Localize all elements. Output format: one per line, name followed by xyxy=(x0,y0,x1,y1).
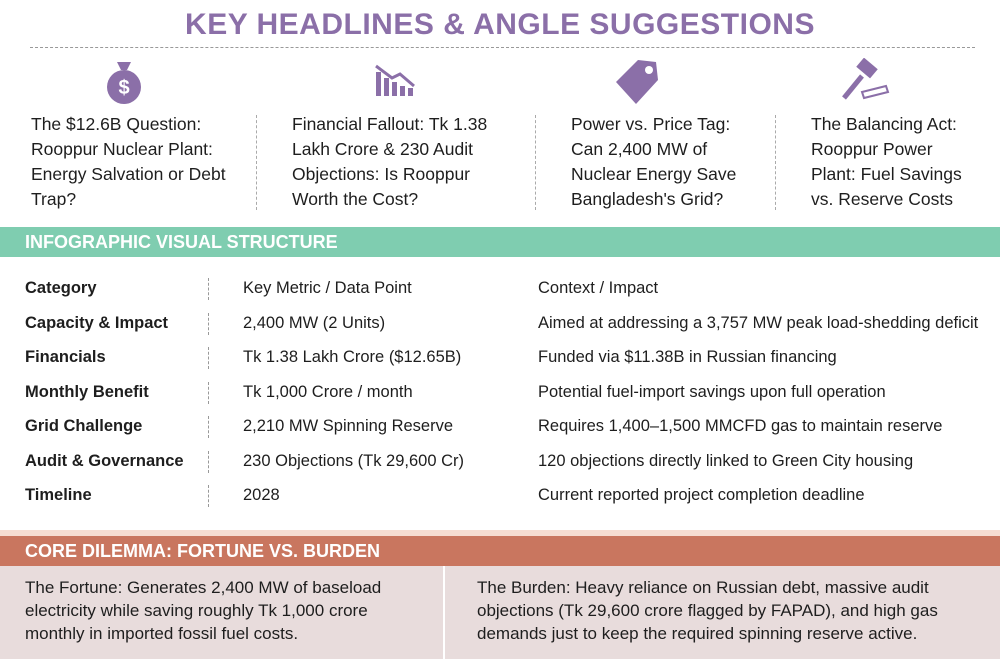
table-row: Monthly Benefit Tk 1,000 Crore / month Pot… xyxy=(25,380,995,415)
table-row: Audit & Governance 230 Objections (Tk 29,… xyxy=(25,449,995,484)
divider xyxy=(208,347,209,369)
cell: Grid Challenge xyxy=(25,417,143,435)
cell: Tk 1,000 Crore / month xyxy=(243,382,413,401)
title: KEY HEADLINES & ANGLE SUGGESTIONS xyxy=(185,8,815,41)
cell: Context / Impact xyxy=(538,279,659,297)
cell: Capacity & Impact xyxy=(25,313,169,332)
cell: Timeline xyxy=(25,486,92,504)
divider xyxy=(443,566,445,659)
divider xyxy=(208,416,209,438)
table: Category Key Metric / Data Point Context /… xyxy=(25,276,995,518)
cell: 230 Objections (Tk 29,600 Cr) xyxy=(243,451,465,470)
headline: Financial Fallout: Tk 1.38 Lakh Crore & … xyxy=(292,114,488,209)
headline: Power vs. Price Tag: Can 2,400 MW of Nuc… xyxy=(571,114,737,209)
cell: Current reported project completion dead… xyxy=(538,486,865,504)
divider xyxy=(208,381,209,404)
cell: Aimed at addressing a 3,757 MW peak load… xyxy=(538,313,979,332)
table-row: Timeline 2028 Current reported project com… xyxy=(25,483,995,518)
cell: Key Metric / Data Point xyxy=(243,279,412,297)
cell: Tk 1.38 Lakh Crore ($12.65B) xyxy=(243,348,462,366)
divider xyxy=(208,312,209,335)
section-bar: INFOGRAPHIC VISUAL STRUCTURE xyxy=(0,227,1000,257)
chart-down-icon xyxy=(375,64,415,96)
table-row: Grid Challenge 2,210 MW Spinning Reserve R… xyxy=(25,414,995,449)
headline: The Balancing Act: Rooppur Power Plant: … xyxy=(811,114,962,209)
table-header: Category Key Metric / Data Point Context /… xyxy=(25,276,995,311)
divider xyxy=(208,278,209,300)
cell: Funded via $11.38B in Russian financing xyxy=(538,348,837,366)
fortune-box: The Fortune: Generates 2,400 MW of basel… xyxy=(0,566,443,659)
cell: Monthly Benefit xyxy=(25,382,149,401)
cell: 2,400 MW (2 Units) xyxy=(243,313,386,332)
cell: 2,210 MW Spinning Reserve xyxy=(243,417,454,435)
gavel-icon xyxy=(842,58,890,100)
cell: Requires 1,400–1,500 MMCFD gas to mainta… xyxy=(538,417,943,435)
table-row: Financials Tk 1.38 Lakh Crore ($12.65B) Fu… xyxy=(25,345,995,380)
cell: Financials xyxy=(25,348,106,366)
cell: Audit & Governance xyxy=(25,451,184,470)
divider xyxy=(208,485,209,507)
cell: Category xyxy=(25,279,97,297)
cell: Potential fuel-import savings upon full … xyxy=(538,382,886,401)
table-row: Capacity & Impact 2,400 MW (2 Units) Aimed… xyxy=(25,311,995,346)
cell: 2028 xyxy=(243,486,280,504)
cell: 120 objections directly linked to Green … xyxy=(538,451,914,470)
headline: The $12.6B Question: Rooppur Nuclear Pla… xyxy=(31,114,226,209)
separator xyxy=(775,115,776,210)
money-bag-icon: $ xyxy=(107,62,141,104)
divider xyxy=(208,450,209,473)
separator xyxy=(535,115,536,210)
divider xyxy=(30,47,975,48)
section-bar: CORE DILEMMA: FORTUNE VS. BURDEN xyxy=(0,530,1000,566)
svg-text:$: $ xyxy=(118,77,129,99)
separator xyxy=(256,115,257,210)
burden-box: The Burden: Heavy reliance on Russian de… xyxy=(445,566,1000,659)
price-tag-icon xyxy=(616,60,658,104)
